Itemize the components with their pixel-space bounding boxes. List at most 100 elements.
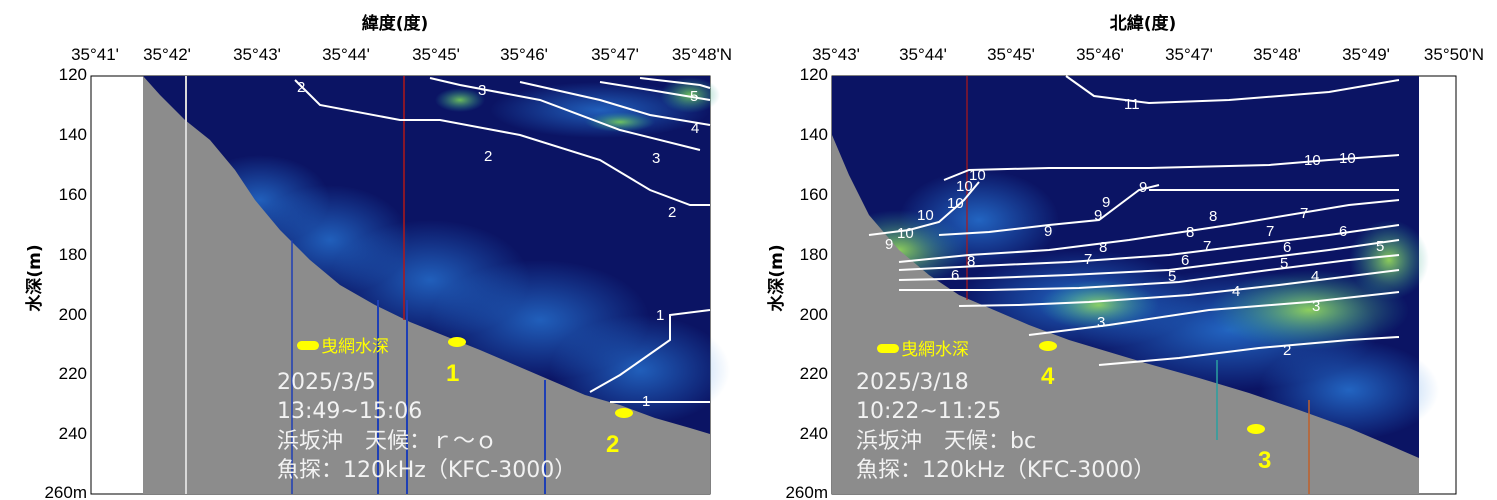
survey-location-weather: 浜坂沖 天候：ｒ～ｏ — [277, 429, 497, 454]
y-tick-label: 200 — [800, 305, 828, 324]
y-tick-label: 260m — [44, 483, 87, 500]
y-tick-label: 120 — [59, 65, 87, 84]
haul-marker — [615, 408, 633, 418]
survey-date: 2025/3/5 — [277, 370, 376, 395]
seabed — [832, 135, 1419, 494]
survey-sounder: 魚探：120kHz（KFC-3000） — [277, 458, 576, 483]
x-tick-labels: 35°41' 35°42' 35°43' 35°44' 35°45' 35°46… — [71, 45, 732, 64]
contour-label: 5 — [1168, 268, 1176, 285]
contour-lines — [868, 75, 1400, 366]
y-tick-label: 180 — [59, 245, 87, 264]
x-tick-labels: 35°43' 35°44' 35°45' 35°46' 35°47' 35°48… — [812, 45, 1484, 64]
contour-label: 3 — [652, 150, 660, 167]
x-axis-title: 北緯(度) — [1110, 13, 1177, 34]
contour-label: 5 — [690, 88, 698, 105]
y-tick-label: 140 — [59, 125, 87, 144]
contour-label: 2 — [484, 148, 492, 165]
echogram-right-svg: 北緯(度) 35°43' 35°44' 35°45' 35°46' 35°47'… — [766, 13, 1484, 500]
contour-labels: 2 2 3 3 4 5 2 1 1 — [297, 79, 699, 410]
y-tick-labels: 120 140 160 180 200 220 240 260m — [44, 65, 87, 500]
y-tick-label: 260m — [785, 483, 828, 500]
x-tick-label: 35°50'N — [1424, 45, 1484, 64]
haul-marker — [448, 337, 466, 347]
contour-label: 7 — [1266, 223, 1274, 240]
x-tick-label: 35°49' — [1342, 45, 1390, 64]
contour-label: 7 — [1203, 238, 1211, 255]
y-tick-label: 240 — [59, 424, 87, 443]
y-tick-label: 220 — [800, 364, 828, 383]
x-tick-label: 35°42' — [143, 45, 191, 64]
contour-lines — [294, 77, 711, 403]
contour-label: 4 — [1311, 268, 1319, 285]
contour-label: 10 — [1339, 150, 1356, 167]
contour-label: 10 — [956, 178, 973, 195]
contour-labels: 11 10 10 10 10 10 10 9 9 9 9 9 10 8 8 8 … — [885, 96, 1384, 359]
contour-label: 10 — [947, 195, 964, 212]
survey-info: 2025/3/18 10:22~11:25 浜坂沖 天候：bc 魚探：120kH… — [856, 370, 1155, 483]
x-tick-label: 35°44' — [322, 45, 370, 64]
contour-label: 2 — [668, 204, 676, 221]
contour-label: 9 — [1044, 223, 1052, 240]
contour-label: 2 — [297, 79, 305, 96]
x-tick-label: 35°43' — [812, 45, 860, 64]
contour-label: 9 — [885, 236, 893, 253]
x-tick-label: 35°41' — [71, 45, 119, 64]
contour-label: 10 — [1304, 152, 1321, 169]
haul-marker-label: 2 — [606, 431, 619, 458]
legend-swatch — [877, 344, 899, 353]
contour-label: 3 — [1097, 314, 1105, 331]
x-tick-label: 35°47' — [1165, 45, 1213, 64]
y-tick-label: 180 — [800, 245, 828, 264]
contour-label: 3 — [1312, 298, 1320, 315]
contour-label: 8 — [1099, 239, 1107, 256]
x-tick-label: 35°43' — [233, 45, 281, 64]
survey-time: 13:49~15:06 — [277, 399, 422, 424]
survey-info: 2025/3/5 13:49~15:06 浜坂沖 天候：ｒ～ｏ 魚探：120kH… — [277, 370, 576, 483]
haul-marker — [1039, 341, 1057, 351]
legend-swatch — [297, 341, 319, 350]
echogram-panel-right: 北緯(度) 35°43' 35°44' 35°45' 35°46' 35°47'… — [749, 0, 1497, 500]
survey-location-weather: 浜坂沖 天候：bc — [856, 429, 1036, 454]
contour-label: 5 — [1280, 255, 1288, 272]
contour-label: 8 — [967, 253, 975, 270]
y-tick-label: 220 — [59, 364, 87, 383]
contour-label: 10 — [969, 167, 986, 184]
contour-label: 9 — [1139, 179, 1147, 196]
contour-label: 4 — [691, 120, 699, 137]
survey-date: 2025/3/18 — [856, 370, 969, 395]
contour-label: 7 — [1084, 251, 1092, 268]
survey-sounder: 魚探：120kHz（KFC-3000） — [856, 458, 1155, 483]
y-tick-label: 120 — [800, 65, 828, 84]
contour-label: 1 — [642, 393, 650, 410]
seabed — [143, 76, 710, 494]
haul-marker-label: 3 — [1258, 447, 1271, 474]
contour-label: 3 — [478, 82, 486, 99]
x-tick-label: 35°46' — [1076, 45, 1124, 64]
survey-time: 10:22~11:25 — [856, 399, 1001, 424]
contour-label: 10 — [897, 225, 914, 242]
contour-label: 9 — [1094, 207, 1102, 224]
y-tick-label: 160 — [800, 185, 828, 204]
x-tick-label: 35°44' — [899, 45, 947, 64]
x-tick-label: 35°47' — [591, 45, 639, 64]
x-axis-title: 緯度(度) — [362, 13, 429, 34]
contour-label: 4 — [1232, 283, 1240, 300]
y-tick-label: 160 — [59, 185, 87, 204]
contour-label: 9 — [1102, 194, 1110, 211]
x-tick-label: 35°48' — [1253, 45, 1301, 64]
haul-marker-label: 1 — [446, 360, 459, 387]
contour-label: 8 — [1209, 208, 1217, 225]
y-axis-title: 水深(m) — [766, 244, 787, 311]
contour-label: 6 — [1181, 252, 1189, 269]
legend-label: 曳網水深 — [321, 337, 389, 357]
y-tick-label: 200 — [59, 305, 87, 324]
x-tick-label: 35°46' — [500, 45, 548, 64]
y-tick-labels: 120 140 160 180 200 220 240 260m — [785, 65, 828, 500]
haul-marker — [1247, 424, 1265, 434]
contour-label: 6 — [1283, 239, 1291, 256]
y-tick-label: 140 — [800, 125, 828, 144]
contour-label: 1 — [656, 307, 664, 324]
contour-label: 5 — [1376, 238, 1384, 255]
contour-label: 7 — [1300, 205, 1308, 222]
contour-label: 10 — [917, 207, 934, 224]
